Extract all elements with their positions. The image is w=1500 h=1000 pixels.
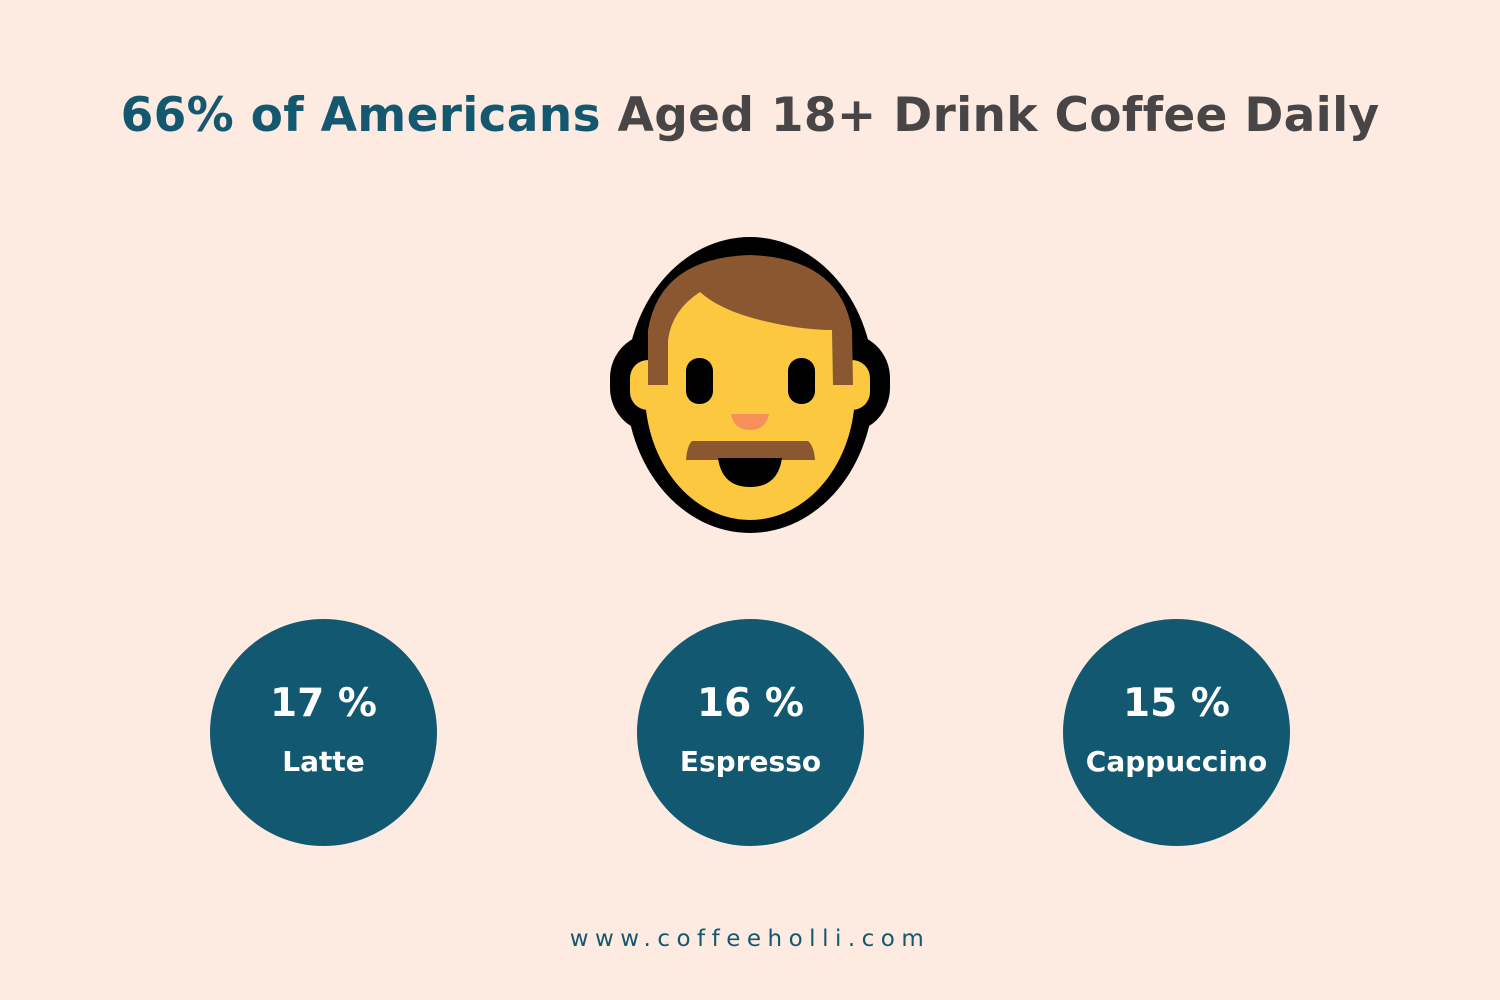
page-title: 66% of Americans Aged 18+ Drink Coffee D…	[0, 88, 1500, 143]
man-face-emoji-icon	[610, 237, 890, 533]
stat-value: 17 %	[270, 681, 377, 726]
stat-latte: 17 % Latte	[210, 619, 437, 846]
stat-label: Espresso	[679, 745, 822, 778]
stat-cappuccino: 15 % Cappuccino	[1063, 619, 1290, 846]
stat-value: 16 %	[697, 681, 804, 726]
stat-label: Cappuccino	[1085, 745, 1268, 778]
stat-label: Latte	[282, 745, 365, 778]
website-url: www.coffeeholli.com	[569, 926, 931, 952]
title-highlight: 66% of Americans	[120, 88, 601, 143]
title-rest: Aged 18+ Drink Coffee Daily	[600, 88, 1380, 143]
stat-espresso: 16 % Espresso	[637, 619, 864, 846]
stat-value: 15 %	[1123, 681, 1230, 726]
